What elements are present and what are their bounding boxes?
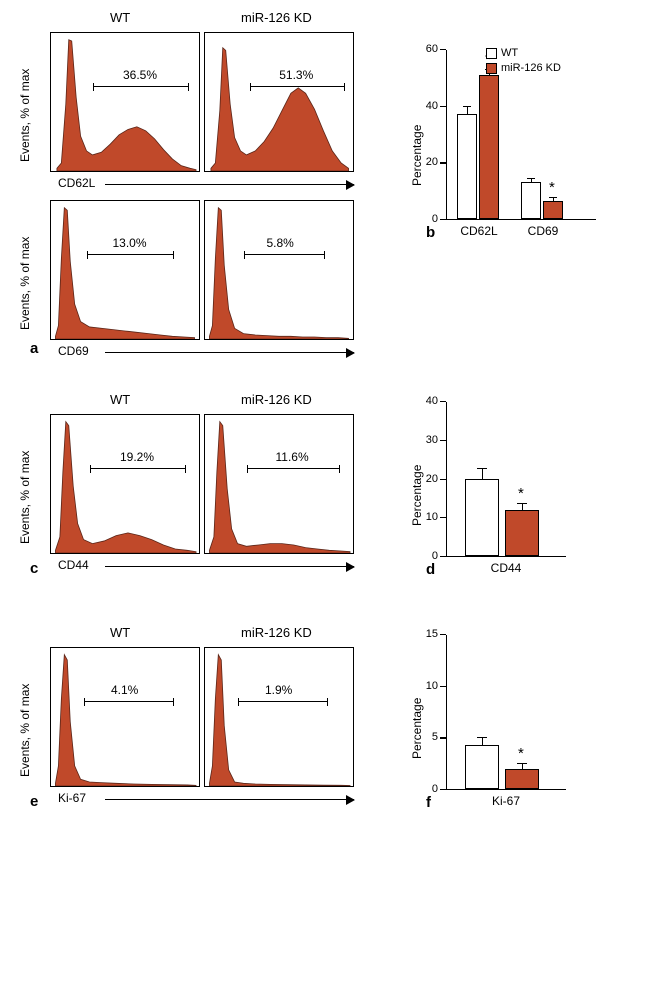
significance-marker: *: [549, 179, 555, 196]
y-tick-label: 15: [418, 628, 438, 640]
column-header-kd: miR-126 KD: [241, 392, 312, 407]
gate-percentage: 4.1%: [111, 683, 138, 697]
panel-letter-e: e: [30, 793, 38, 810]
histogram-panel: 19.2%: [50, 414, 200, 554]
gate-bar: [247, 468, 340, 469]
y-axis-label: Events, % of max: [18, 684, 32, 777]
category-label: CD69: [518, 224, 568, 238]
gate-percentage: 19.2%: [120, 450, 154, 464]
bar-chart: Percentage*051015Ki-67: [404, 635, 584, 830]
panel-letter-a: a: [30, 340, 38, 357]
panel-letter-d: d: [426, 561, 435, 578]
y-tick-label: 5: [418, 731, 438, 743]
gate-percentage: 13.0%: [113, 236, 147, 250]
gate-percentage: 11.6%: [276, 450, 309, 464]
category-label: CD44: [446, 561, 566, 575]
x-axis-label: CD44: [58, 558, 89, 572]
column-header-kd: miR-126 KD: [241, 625, 312, 640]
gate-bar: [90, 468, 186, 469]
y-tick-label: 20: [418, 473, 438, 485]
gate-percentage: 1.9%: [265, 683, 292, 697]
x-axis-arrow: [105, 352, 354, 353]
x-axis-label: CD69: [58, 344, 89, 358]
bar-wt: [465, 745, 499, 789]
panel-letter-b: b: [426, 224, 435, 241]
histogram-panel: 36.5%: [50, 32, 200, 172]
y-axis-label: Percentage: [410, 125, 424, 186]
bar-chart: Percentage**0204060WTmiR-126 KDCD62LCD69: [404, 50, 614, 260]
bar-wt: [465, 479, 499, 557]
y-tick-label: 40: [418, 100, 438, 112]
gate-percentage: 51.3%: [279, 68, 313, 82]
y-tick-label: 30: [418, 434, 438, 446]
column-header-wt: WT: [110, 392, 130, 407]
bar-kd: [543, 201, 563, 219]
y-axis-label: Events, % of max: [18, 451, 32, 544]
column-header-kd: miR-126 KD: [241, 10, 312, 25]
plot-area: *: [446, 635, 566, 790]
histogram-panel: 51.3%: [204, 32, 354, 172]
gate-bar: [93, 86, 189, 87]
y-tick-label: 60: [418, 43, 438, 55]
gate-bar: [84, 701, 174, 702]
bar-wt: [521, 182, 541, 219]
legend-kd: miR-126 KD: [501, 62, 561, 74]
category-label: CD62L: [454, 224, 504, 238]
histogram-panel: 11.6%: [204, 414, 354, 554]
gate-percentage: 5.8%: [267, 236, 294, 250]
legend-wt: WT: [501, 47, 518, 59]
plot-area: *: [446, 402, 566, 557]
x-axis-label: CD62L: [58, 176, 95, 190]
bar-kd: [479, 75, 499, 220]
gate-bar: [250, 86, 345, 87]
gate-bar: [238, 701, 328, 702]
histogram-panel: 4.1%: [50, 647, 200, 787]
significance-marker: *: [518, 485, 524, 502]
significance-marker: *: [518, 745, 524, 762]
gate-bar: [244, 254, 325, 255]
y-tick-label: 10: [418, 511, 438, 523]
histogram-panel: 13.0%: [50, 200, 200, 340]
y-tick-label: 10: [418, 680, 438, 692]
panel-letter-f: f: [426, 794, 431, 811]
y-axis-label: Events, % of max: [18, 69, 32, 162]
plot-area: **: [446, 50, 596, 220]
gate-bar: [87, 254, 174, 255]
x-axis-arrow: [105, 566, 354, 567]
histogram-panel: 5.8%: [204, 200, 354, 340]
category-label: Ki-67: [446, 794, 566, 808]
x-axis-label: Ki-67: [58, 791, 86, 805]
bar-kd: [505, 769, 539, 789]
y-axis-label: Events, % of max: [18, 237, 32, 330]
bar-wt: [457, 114, 477, 219]
column-header-wt: WT: [110, 625, 130, 640]
y-tick-label: 20: [418, 156, 438, 168]
y-tick-label: 40: [418, 395, 438, 407]
column-header-wt: WT: [110, 10, 130, 25]
x-axis-arrow: [105, 799, 354, 800]
histogram-panel: 1.9%: [204, 647, 354, 787]
y-axis-label: Percentage: [410, 698, 424, 759]
gate-percentage: 36.5%: [123, 68, 157, 82]
x-axis-arrow: [105, 184, 354, 185]
bar-kd: [505, 510, 539, 557]
panel-letter-c: c: [30, 560, 38, 577]
